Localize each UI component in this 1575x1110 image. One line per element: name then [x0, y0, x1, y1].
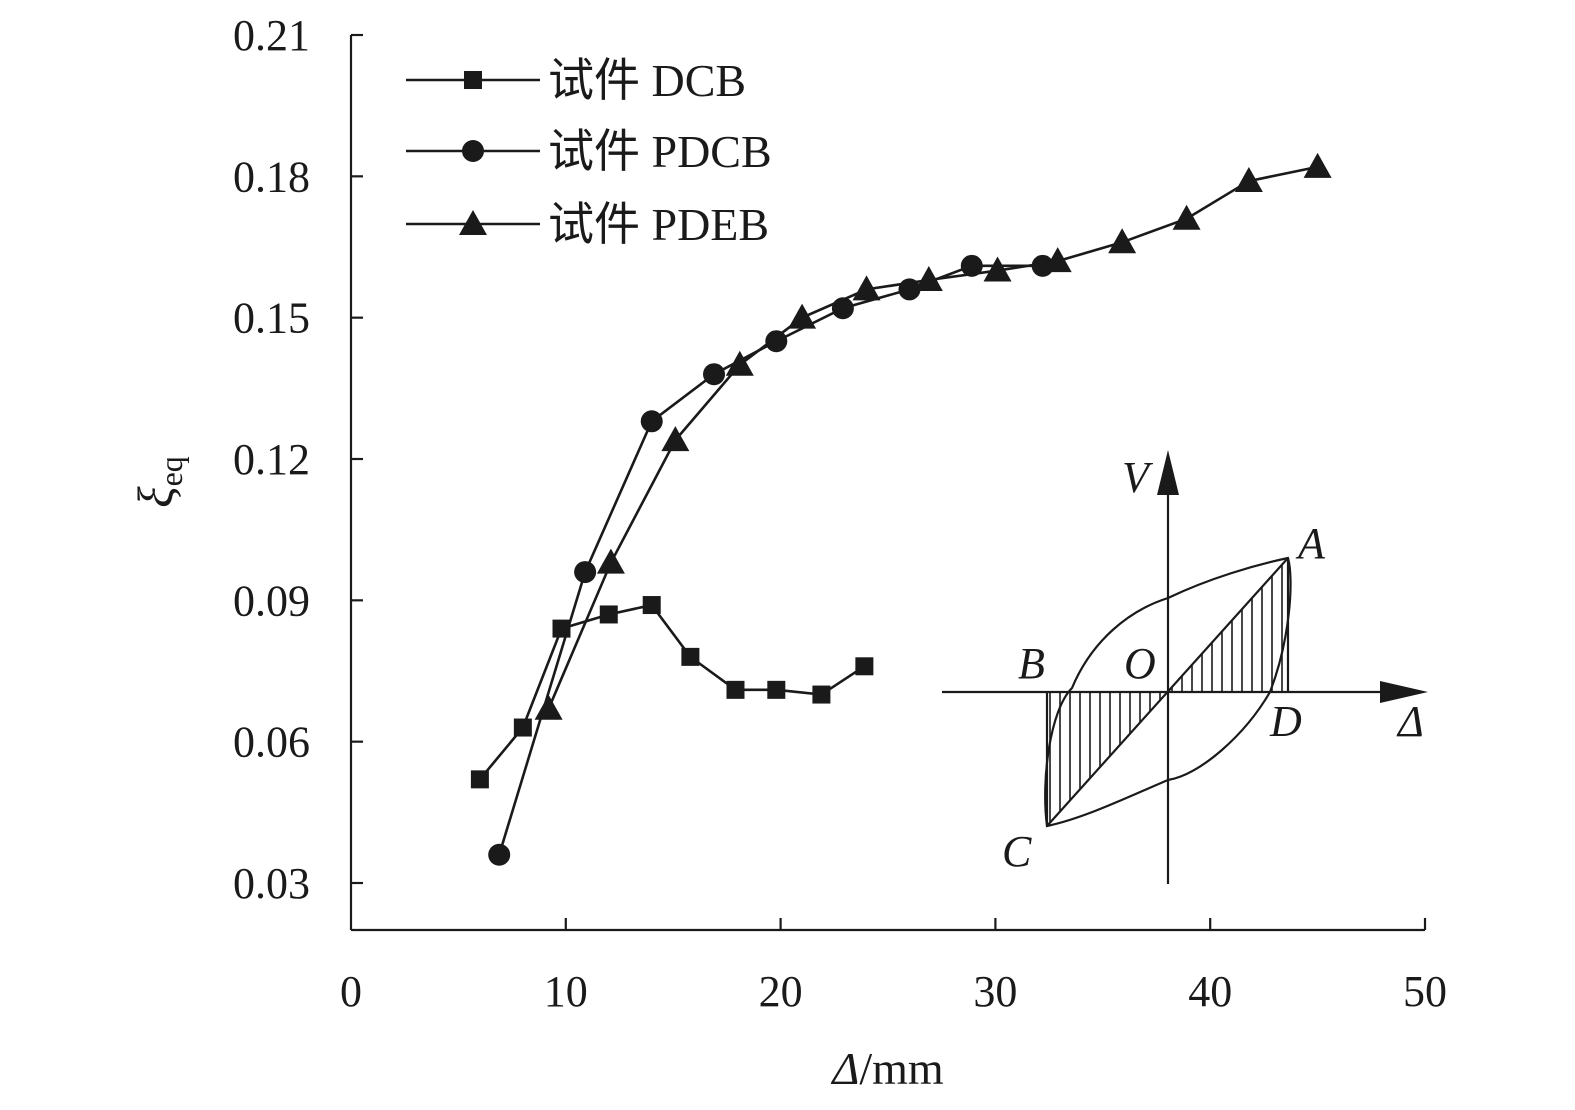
data-point — [599, 605, 618, 624]
data-point — [852, 275, 881, 301]
y-tick-label: 0.15 — [233, 294, 310, 343]
y-tick-label: 0.18 — [233, 152, 310, 201]
inset-label-b: B — [1018, 639, 1045, 688]
legend-item: 试件 PDCB — [406, 126, 772, 177]
legend-item: 试件 PDEB — [406, 199, 769, 250]
y-axis-label-subscript: eq — [153, 456, 189, 486]
data-point — [765, 330, 788, 353]
data-point — [640, 410, 663, 433]
data-point — [596, 548, 625, 574]
inset-label-c: C — [1002, 827, 1032, 876]
legend-label: 试件 PDEB — [548, 199, 769, 250]
series-triangle — [534, 152, 1332, 720]
x-tick-label: 40 — [1188, 967, 1232, 1016]
data-point — [574, 561, 597, 584]
data-point — [726, 680, 745, 699]
x-tick-label: 10 — [544, 967, 588, 1016]
x-axis-ticks: 0 10 20 30 40 50 — [340, 918, 1447, 1016]
x-tick-label: 50 — [1403, 967, 1447, 1016]
legend-label: 试件 DCB — [548, 55, 746, 106]
legend-marker — [462, 140, 484, 162]
data-point — [1234, 167, 1263, 193]
y-tick-label: 0.09 — [233, 576, 310, 625]
data-point — [681, 647, 700, 666]
series-square — [470, 596, 874, 789]
y-axis-label: ξeq — [127, 456, 189, 508]
legend-label: 试件 PDCB — [548, 126, 772, 177]
inset-hysteresis-diagram: V Δ A B O C D — [942, 450, 1428, 884]
inset-label-delta: Δ — [1396, 697, 1424, 746]
x-axis-label-variable: Δ — [830, 1043, 859, 1094]
x-tick-label: 30 — [973, 967, 1017, 1016]
data-point — [983, 256, 1012, 282]
data-point — [1303, 152, 1332, 178]
legend: 试件 DCB 试件 PDCB 试件 PDEB — [406, 55, 772, 250]
inset-horizontal-arrow — [1380, 681, 1428, 703]
hysteresis-diagonal — [1046, 557, 1289, 827]
legend-item: 试件 DCB — [406, 55, 746, 106]
inset-vertical-arrow — [1157, 450, 1179, 495]
data-point — [513, 718, 532, 737]
data-point — [642, 596, 661, 615]
x-axis-label-unit: /mm — [859, 1043, 944, 1094]
data-series — [470, 152, 1332, 866]
y-tick-label: 0.21 — [233, 11, 310, 60]
data-point — [1108, 228, 1137, 254]
data-point — [960, 254, 983, 277]
data-point — [767, 680, 786, 699]
x-tick-label: 0 — [340, 967, 362, 1016]
y-tick-label: 0.06 — [233, 718, 310, 767]
data-point — [488, 843, 511, 866]
legend-marker — [464, 71, 482, 89]
data-point — [534, 694, 563, 720]
data-point — [1172, 204, 1201, 230]
data-point — [812, 685, 831, 704]
data-point — [855, 657, 874, 676]
y-axis-label-symbol: ξ — [127, 486, 183, 508]
x-axis-label: Δ/mm — [830, 1043, 944, 1094]
axes — [349, 35, 1425, 932]
inset-label-d: D — [1269, 697, 1302, 746]
inset-label-v: V — [1122, 453, 1154, 502]
data-point — [725, 350, 754, 376]
data-point — [788, 303, 817, 329]
data-point — [470, 770, 489, 789]
series-line — [478, 603, 866, 781]
inset-label-a: A — [1295, 519, 1326, 568]
y-axis-ticks: 0.03 0.06 0.09 0.12 0.15 0.18 0.21 — [233, 11, 363, 908]
y-tick-label: 0.12 — [233, 435, 310, 484]
data-point — [1043, 247, 1072, 273]
series-circle — [488, 254, 1054, 866]
inset-label-o: O — [1124, 639, 1156, 688]
y-tick-label: 0.03 — [233, 859, 310, 908]
data-point — [661, 426, 690, 452]
data-point — [703, 363, 726, 386]
x-tick-label: 20 — [759, 967, 803, 1016]
legend-marker — [459, 210, 487, 235]
data-point — [914, 265, 943, 291]
series-line — [497, 264, 1043, 856]
